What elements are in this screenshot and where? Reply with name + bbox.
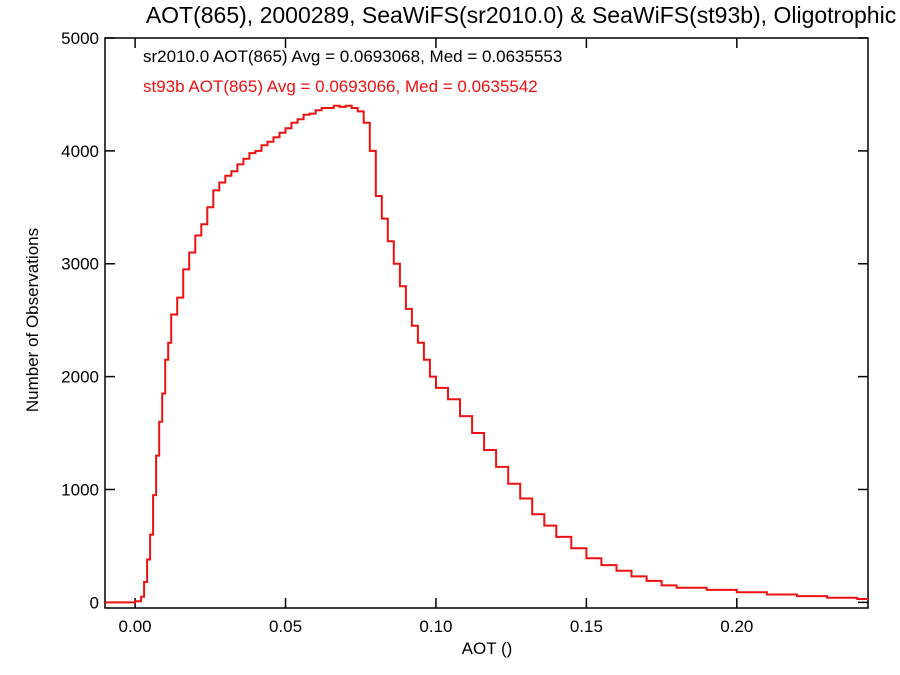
x-tick-label: 0.00 bbox=[119, 617, 152, 636]
x-tick-label: 0.20 bbox=[720, 617, 753, 636]
y-tick-label: 3000 bbox=[61, 255, 99, 274]
y-axis-label: Number of Observations bbox=[23, 228, 42, 412]
y-tick-label: 2000 bbox=[61, 368, 99, 387]
series-layer bbox=[105, 104, 869, 604]
x-tick-label: 0.05 bbox=[269, 617, 302, 636]
x-axis-label: AOT () bbox=[462, 639, 513, 658]
y-tick-label: 1000 bbox=[61, 480, 99, 499]
y-tick-label: 4000 bbox=[61, 142, 99, 161]
chart-title: AOT(865), 2000289, SeaWiFS(sr2010.0) & S… bbox=[146, 2, 896, 28]
plot-frame bbox=[104, 37, 869, 609]
x-tick-label: 0.15 bbox=[570, 617, 603, 636]
series-line bbox=[105, 104, 869, 604]
axis-ticks: 0.00 0.05 0.10 0.15 0.20 0 1000 2000 3000 4000 500… bbox=[61, 29, 868, 636]
plot-border bbox=[104, 37, 869, 609]
annotation-sr2010: sr2010.0 AOT(865) Avg = 0.0693068, Med =… bbox=[143, 47, 562, 66]
y-tick-label: 0 bbox=[90, 593, 99, 612]
x-tick-label: 0.10 bbox=[419, 617, 452, 636]
annotation-st93b: st93b AOT(865) Avg = 0.0693066, Med = 0.… bbox=[143, 77, 538, 96]
y-tick-label: 5000 bbox=[61, 29, 99, 48]
